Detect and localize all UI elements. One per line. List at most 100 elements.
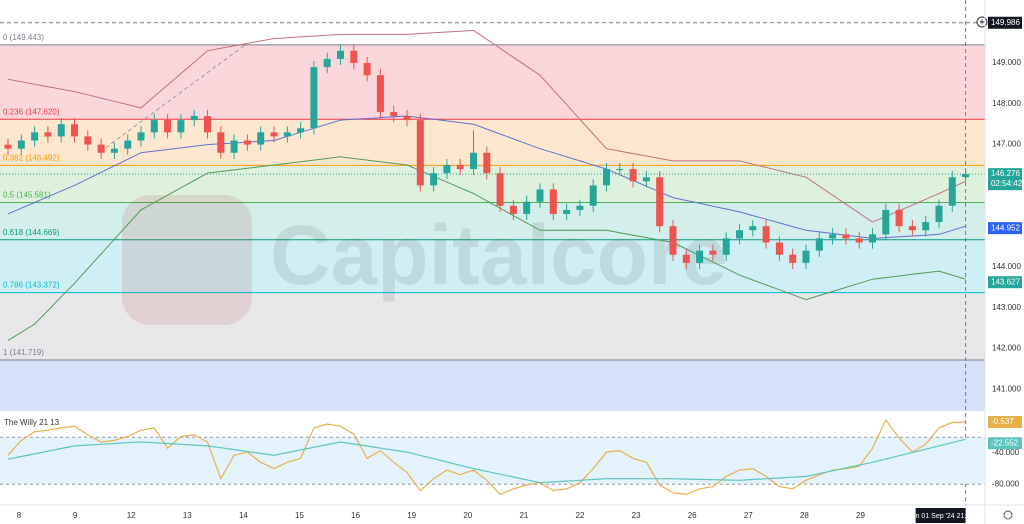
price-badge-label: 144.952 [991,223,1020,232]
candle-body [310,67,318,129]
candle-body [935,205,943,223]
x-tick-label: 21 [519,511,528,520]
candle-body [297,128,305,133]
candle-body [204,116,211,133]
fib-zone [0,44,985,120]
pane-separator [0,411,985,413]
add-button[interactable]: + [976,16,988,28]
price-badge-label: 143.627 [991,277,1020,286]
fib-zones: 0 (149.443) 0.236 (147.620) 0.382 (146.492… [0,33,985,411]
candle-body [895,209,903,227]
candle-body [842,234,850,239]
indicator-badge-label: -22.552 [991,438,1019,447]
candle-body [71,124,78,137]
fib-label: 0.382 (146.492) [3,153,60,162]
settings-icon[interactable] [1003,510,1013,520]
x-tick-label: 20 [463,511,472,520]
bollinger-middle [7,115,966,239]
candle-body [709,250,717,255]
x-tick-label: 27 [744,511,753,520]
candle-body [948,177,956,206]
candle-body [682,254,690,263]
indicator-title: The Willy 21 13 [4,418,60,427]
candle-body [696,250,704,263]
candle-body [416,120,424,186]
candle-body [230,140,238,153]
fib-zone [0,119,985,166]
willy-line [7,418,966,496]
candle-body [337,50,344,59]
price-badge [988,16,1022,29]
candle-body [470,152,477,170]
candle-body [576,205,584,210]
candle-body [523,201,531,214]
candle-body [829,234,837,239]
candle-body [616,169,624,171]
candle-body [323,58,331,68]
candle-body [243,140,251,145]
x-tick-label: 14 [239,511,248,520]
candle-body [150,120,158,133]
candle-body [922,222,930,231]
candle-body [882,209,890,235]
fib-label: 0.618 (144.669) [3,228,60,237]
candle-body [802,250,810,263]
candle-body [642,177,650,182]
candle-body [4,144,12,149]
y-tick-label: 147.000 [992,140,1021,149]
candle-body [350,50,358,63]
price-badge-label: 149.986 [991,18,1020,27]
candle-body [403,116,411,121]
time-badge [915,508,966,523]
x-tick-label: 12 [127,511,136,520]
price-badge [988,276,1022,289]
candle-body [456,164,464,170]
candle-body [536,189,544,202]
candle-body [563,209,571,214]
add-icon[interactable] [976,16,988,28]
price-badge-label: 146.276 [991,169,1020,178]
candle-body [815,238,823,251]
candle-body [97,144,105,153]
fib-label: 0.786 (143.372) [3,281,60,290]
y-tick-label: 144.000 [992,262,1021,271]
candle-body [363,62,371,76]
candle-body [217,132,225,153]
candle-body [549,189,557,214]
x-tick-label: 28 [800,511,809,520]
x-tick-label: 23 [632,511,641,520]
x-tick-label: 9 [73,511,78,520]
candle-body [443,164,451,174]
candle-body [376,75,384,112]
fib-label: 1 (141.719) [3,348,44,357]
indicator-tick-label: -80.000 [992,479,1020,488]
candle-body [44,132,52,137]
x-tick-label: 13 [183,511,192,520]
willy-band [0,437,985,485]
watermark: Capitalcore [122,195,728,325]
trend-line [99,44,246,153]
x-tick-label: 16 [351,511,360,520]
willy-line [7,438,966,484]
fib-label: 0.236 (147.620) [3,107,60,116]
candle-body [855,238,863,243]
fib-zone [0,360,985,411]
candle-body [775,242,783,255]
bollinger-lower [7,156,966,341]
add-plus[interactable]: + [979,16,984,26]
candle-body [669,226,677,255]
countdown: 02:54:42 [991,179,1023,188]
candle-body [430,173,438,186]
time-badge-label: Sun 01 Sep '24 21:00 [907,513,974,520]
x-tick-label: 15 [295,511,304,520]
y-tick-label: 141.000 [992,384,1021,393]
settings-button[interactable] [1003,510,1013,520]
candle-body [390,111,398,117]
candle-body [749,226,757,231]
candle-body [869,234,876,243]
fib-label: 0.5 (145.581) [3,191,51,200]
candle-body [589,185,597,206]
candle-body [908,226,916,231]
indicator-badge [988,437,1022,450]
